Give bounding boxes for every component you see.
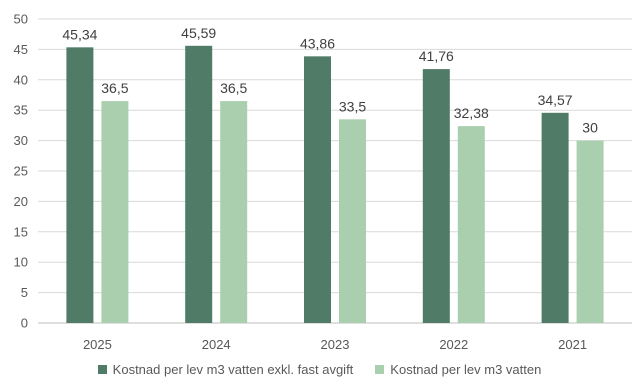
x-tick-label: 2022 (439, 337, 468, 352)
data-label-series-1: 45,34 (62, 26, 97, 42)
legend-item-series-1: Kostnad per lev m3 vatten exkl. fast avg… (97, 362, 354, 377)
legend-label-series-1: Kostnad per lev m3 vatten exkl. fast avg… (112, 362, 354, 377)
bar-series-2 (576, 140, 604, 323)
bar-series-1 (541, 112, 569, 324)
y-axis-tick-labels: 0 5 10 15 20 25 30 35 40 45 50 (14, 12, 28, 331)
x-tick-label: 2021 (558, 337, 587, 352)
data-label-series-1: 45,59 (181, 25, 216, 41)
y-tick-label: 15 (14, 224, 28, 239)
bar-series-1 (304, 56, 331, 323)
data-label-series-2: 33,5 (339, 98, 366, 114)
data-label-series-2: 36,5 (220, 80, 247, 96)
legend-item-series-2: Kostnad per lev m3 vatten (375, 362, 541, 377)
x-tick-label: 2023 (321, 337, 350, 352)
legend-label-series-2: Kostnad per lev m3 vatten (390, 362, 542, 377)
data-labels: 45,34 36,5 45,59 36,5 43,86 33,5 41,76 32,38 34,… (62, 25, 598, 136)
bar-series-1 (185, 45, 213, 323)
data-label-series-2: 32,38 (454, 105, 489, 121)
legend-swatch-series-1 (97, 365, 107, 374)
x-tick-label: 2024 (202, 337, 231, 352)
y-tick-label: 25 (14, 164, 28, 179)
bar-series-1 (422, 69, 450, 323)
y-tick-label: 20 (14, 194, 28, 209)
x-tick-label: 2025 (83, 337, 112, 352)
bar-series-2 (457, 126, 485, 323)
bar-series-2 (220, 101, 248, 323)
y-tick-label: 35 (14, 103, 28, 118)
y-tick-label: 5 (21, 285, 28, 300)
y-tick-label: 10 (14, 255, 28, 270)
data-label-series-1: 41,76 (419, 48, 454, 64)
y-tick-label: 0 (21, 316, 28, 331)
data-label-series-2: 30 (582, 120, 598, 136)
y-tick-label: 30 (14, 133, 28, 148)
y-tick-label: 45 (14, 42, 28, 57)
gridlines (38, 18, 632, 324)
bar-series-2 (101, 101, 129, 323)
data-label-series-2: 36,5 (101, 80, 128, 96)
bar-series-2 (339, 119, 366, 323)
legend: Kostnad per lev m3 vatten exkl. fast avg… (0, 362, 639, 377)
x-axis-tick-labels: 2025 2024 2023 2022 2021 (83, 337, 587, 352)
bar-series-1 (66, 47, 94, 324)
y-tick-label: 40 (14, 72, 28, 87)
y-tick-label: 50 (14, 12, 28, 27)
data-label-series-1: 34,57 (538, 92, 573, 108)
bars (66, 45, 604, 324)
legend-swatch-series-2 (375, 365, 385, 374)
data-label-series-1: 43,86 (300, 35, 335, 51)
